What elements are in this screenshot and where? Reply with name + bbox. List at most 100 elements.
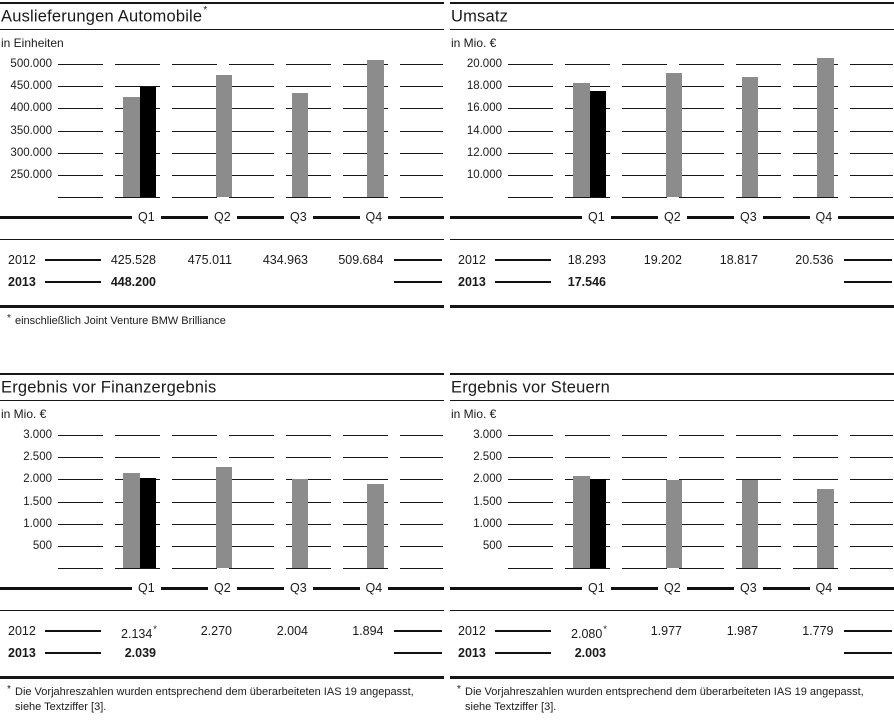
- data-table: 2012 425.528 475.011 434.963 509.684 2013 448.…: [0, 246, 444, 301]
- gridline: [508, 479, 893, 480]
- y-axis-tick-label: 3.000: [473, 429, 502, 441]
- table-value-2013-q1: 2.039: [124, 646, 156, 660]
- row-divider-line: [45, 259, 101, 261]
- footnote-text: Die Vorjahreszahlen wurden entsprechend …: [15, 686, 414, 698]
- y-axis-tick-label: 500: [32, 540, 52, 552]
- bar-2012-q2: [665, 480, 682, 568]
- row-divider-line: [45, 630, 101, 632]
- gridline: [58, 153, 443, 154]
- y-axis-tick-label: 12.000: [466, 147, 502, 159]
- gridline: [58, 524, 443, 525]
- table-top-rule: [0, 239, 444, 240]
- gridline: [508, 86, 893, 87]
- table-top-rule: [450, 239, 894, 240]
- footnote: * einschließlich Joint Venture BMW Brilli…: [7, 313, 440, 329]
- gridline: [58, 86, 443, 87]
- x-axis-label-q1: Q1: [582, 209, 611, 226]
- x-axis-label-q4: Q4: [809, 209, 839, 226]
- x-axis-label-q1: Q1: [132, 580, 161, 597]
- table-value-2013-q1: 448.200: [110, 275, 156, 289]
- y-axis-tick-label: 20.000: [466, 58, 502, 70]
- y-axis-tick-label: 250.000: [10, 169, 52, 181]
- footnote-marker: *: [457, 684, 461, 695]
- table-row-2013: 2013 17.546: [450, 274, 894, 290]
- panel-top-rule: [0, 2, 444, 4]
- row-year-label: 2013: [8, 646, 36, 660]
- y-axis-tick-label: 1.000: [23, 518, 52, 530]
- bar-2012-q3: [741, 77, 758, 197]
- panel-bottom-rule: [0, 676, 444, 679]
- bar-2012-q4: [817, 489, 834, 568]
- x-axis: Q1 Q2 Q3 Q4: [450, 209, 894, 226]
- gridline: [58, 108, 443, 109]
- x-axis-label-q2: Q2: [658, 209, 687, 226]
- row-divider-line: [844, 630, 892, 632]
- table-row-2012: 2012 425.528 475.011 434.963 509.684: [0, 252, 444, 268]
- x-axis-label-q1: Q1: [132, 209, 161, 226]
- gridline: [58, 502, 443, 503]
- chart-title: Umsatz: [451, 7, 508, 27]
- bar-2012-q3: [291, 92, 308, 197]
- plot-area: 20.000 18.000 16.000 14.000 12.000 10.000: [450, 58, 894, 198]
- gridline: [508, 457, 893, 458]
- plot-area: 500.000 450.000 400.000 350.000 300.000 250.0…: [0, 58, 444, 198]
- gridline: [58, 131, 443, 132]
- table-value-2012-q3: 434.963: [262, 253, 308, 267]
- gridline: [508, 64, 893, 65]
- y-axis-tick-label: 350.000: [10, 125, 52, 137]
- x-axis-label-q4: Q4: [809, 580, 839, 597]
- y-axis-tick-label: 450.000: [10, 80, 52, 92]
- row-divider-line: [844, 281, 892, 283]
- bar-2012-q1: [573, 475, 590, 568]
- table-value-2012-q1: 2.080*: [571, 624, 607, 642]
- footnote-text: siehe Textziffer [3].: [465, 700, 557, 713]
- table-value-2012-q3: 1.987: [726, 624, 758, 638]
- y-axis-tick-label: 2.500: [473, 451, 502, 463]
- x-axis: Q1 Q2 Q3 Q4: [0, 209, 444, 226]
- x-axis-label-q4: Q4: [359, 209, 389, 226]
- panel-top-rule: [0, 373, 444, 375]
- chart-title-text: Umsatz: [451, 7, 509, 26]
- x-axis-label-q4: Q4: [359, 580, 389, 597]
- gridline: [508, 153, 893, 154]
- footnote-marker: *: [7, 313, 11, 324]
- gridline: [508, 546, 893, 547]
- x-axis-label-q2: Q2: [208, 580, 237, 597]
- table-value-2012-q1: 18.293: [567, 253, 606, 267]
- panel-bottom-rule: [0, 305, 444, 308]
- bar-2013-q1: [589, 479, 606, 568]
- row-year-label: 2012: [8, 253, 36, 267]
- title-underline: [450, 29, 894, 30]
- x-axis: Q1 Q2 Q3 Q4: [0, 580, 444, 597]
- chart-unit-label: in Mio. €: [1, 407, 47, 421]
- gridline: [508, 524, 893, 525]
- y-axis-tick-label: 2.500: [23, 451, 52, 463]
- row-year-label: 2013: [458, 646, 486, 660]
- row-year-label: 2013: [8, 275, 36, 289]
- x-axis-label-q2: Q2: [208, 209, 237, 226]
- panel-bottom-rule: [450, 305, 894, 308]
- table-row-2013: 2013 2.039: [0, 645, 444, 661]
- chart-panel-auslieferungen-automobile: Auslieferungen Automobile* in Einheiten …: [0, 0, 444, 349]
- row-divider-line: [394, 259, 442, 261]
- data-table: 2012 2.080* 1.977 1.987 1.779 2013 2.003: [450, 617, 894, 672]
- y-axis-tick-label: 300.000: [10, 147, 52, 159]
- gridline: [58, 568, 443, 569]
- row-divider-line: [394, 281, 442, 283]
- chart-title-footnote-marker: *: [203, 5, 208, 16]
- y-axis-tick-label: 2.000: [23, 473, 52, 485]
- footnote: * Die Vorjahreszahlen wurden entsprechend…: [7, 684, 440, 714]
- table-value-2012-q4: 1.894: [352, 624, 384, 638]
- chart-title-text: Ergebnis vor Finanzergebnis: [1, 378, 217, 397]
- gridline: [508, 131, 893, 132]
- row-divider-line: [844, 259, 892, 261]
- table-value-2012-q4: 509.684: [338, 253, 384, 267]
- gridline: [508, 568, 893, 569]
- chart-unit-label: in Einheiten: [1, 36, 64, 50]
- gridline: [58, 64, 443, 65]
- y-axis-tick-label: 18.000: [466, 80, 502, 92]
- bar-2013-q1: [589, 91, 606, 197]
- footnote: * Die Vorjahreszahlen wurden entsprechend…: [457, 684, 890, 714]
- row-divider-line: [495, 652, 551, 654]
